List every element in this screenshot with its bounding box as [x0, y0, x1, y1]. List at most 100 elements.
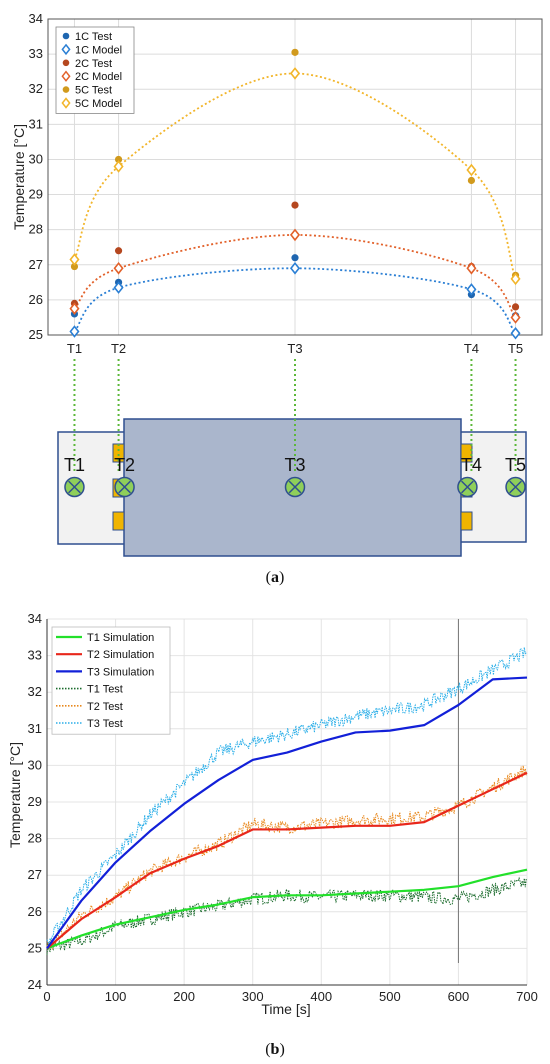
chart-a-legend-marker [62, 32, 70, 40]
chart-b: Temperature [°C] Time [s] 24 25 26 27 28 29 30… [7, 611, 538, 1017]
chart-a-legend-marker [62, 86, 70, 93]
chart-b-xtick-label: 100 [105, 989, 127, 1004]
sensor-cross [461, 480, 474, 494]
chart-a-model-point [69, 302, 80, 315]
chart-b-ytick-label: 34 [28, 611, 42, 626]
chart-b-xtick-label: 700 [516, 989, 538, 1004]
chart-b-sim-line [46, 676, 528, 950]
chart-b-legend-label: T3 Test [87, 718, 123, 730]
chart-b-xtick-label: 0 [43, 989, 50, 1004]
chart-b-ytick-label: 27 [28, 867, 42, 882]
chart-b-xtick-label: 300 [242, 989, 264, 1004]
caption-a: (a) [266, 569, 285, 586]
chart-b-test-trace [46, 647, 527, 945]
chart-a-model-point [113, 160, 124, 173]
chart-a-xtick-label: T1 [67, 341, 82, 356]
chart-a-test-point [70, 262, 79, 271]
chart-b-legend-label: T2 Test [87, 701, 123, 713]
chart-a-legend-marker [61, 97, 71, 109]
chart-a-model-curve [73, 267, 517, 334]
sensor-label: T4 [461, 455, 482, 475]
sensor-label: T3 [284, 455, 305, 475]
terminal-pad [112, 511, 125, 531]
chart-a-ytick-label: 29 [29, 187, 43, 202]
chart-b-ytick-label: 28 [28, 831, 42, 846]
chart-b-ylabel: Temperature [°C] [7, 742, 23, 848]
chart-a-test-point [114, 155, 123, 164]
caption-b: (b) [265, 1041, 285, 1058]
chart-a-xtick-label: T3 [287, 341, 302, 356]
chart-a-xtick-label: T5 [508, 341, 523, 356]
chart-a-model-point [69, 325, 80, 338]
chart-b-legend-box [51, 626, 171, 735]
chart-b-sim-line [46, 771, 528, 950]
chart-b-xtick-label: 400 [310, 989, 332, 1004]
chart-b-xtick-label: 600 [448, 989, 470, 1004]
cell-diagram: T1 T2 T3 T4 T5 (a) [57, 359, 527, 586]
chart-a-legend-label: 5C Model [75, 98, 122, 110]
chart-b-test-trace [46, 876, 527, 955]
chart-a-legend-marker [62, 59, 70, 67]
chart-b-ytick-label: 33 [28, 648, 42, 663]
sensor-group: T1 T2 T3 T4 T5 [64, 359, 526, 498]
chart-b-xtick-label: 500 [379, 989, 401, 1004]
sensor-label: T1 [64, 455, 85, 475]
chart-b-ytick-label: 24 [28, 977, 42, 992]
chart-a-model-point [466, 262, 477, 275]
chart-b-ytick-label: 26 [28, 904, 42, 919]
chart-a-legend-label: 1C Test [75, 31, 112, 43]
chart-b-xlabel: Time [s] [261, 1001, 310, 1017]
chart-a-model-point [113, 262, 124, 275]
chart-a-ytick-label: 26 [29, 292, 43, 307]
chart-b-ytick-label: 25 [28, 940, 42, 955]
chart-a-ytick-label: 31 [29, 116, 43, 131]
chart-b-sim-line [46, 868, 528, 950]
chart-a-test-point [291, 201, 299, 209]
chart-a-legend-label: 2C Model [75, 71, 122, 83]
chart-a-model-point [289, 262, 301, 275]
chart-a-legend-marker [61, 43, 71, 56]
chart-b-ytick-label: 32 [28, 684, 42, 699]
sensor-cross [118, 480, 131, 494]
chart-a-legend-label: 5C Test [75, 85, 112, 97]
chart-a-ytick-label: 32 [29, 81, 43, 96]
chart-a-ytick-label: 28 [29, 222, 43, 237]
chart-a-model-point [510, 326, 521, 340]
chart-b-legend-label: T3 Simulation [87, 666, 154, 678]
chart-a-ytick-label: 25 [29, 327, 43, 342]
chart-a-ytick-label: 27 [29, 257, 43, 272]
chart-b-ytick-label: 29 [28, 794, 42, 809]
chart-a-test-point [114, 247, 123, 255]
sensor-label: T5 [505, 455, 526, 475]
chart-a-model-point [113, 281, 124, 294]
chart-a-test-point [511, 303, 520, 311]
chart-b-legend: T1 Simulation T2 Simulation T3 Simulation T… [51, 626, 171, 735]
chart-b-xtick-label: 200 [173, 989, 195, 1004]
chart-a-xtick-label: T4 [464, 341, 479, 356]
chart-a-model-point [289, 228, 301, 242]
chart-a-model-point [510, 311, 521, 324]
sensor-cross [509, 480, 522, 494]
chart-a: Temperature [°C] 25 26 27 28 29 30 31 32 33 34 T1 T… [11, 11, 543, 356]
chart-a-test-point [291, 48, 299, 56]
chart-a-legend-label: 2C Test [75, 58, 112, 70]
chart-a-frame [47, 18, 543, 336]
chart-a-model-point [69, 253, 80, 266]
chart-b-ytick-label: 30 [28, 757, 42, 772]
chart-a-model-point [510, 272, 521, 286]
chart-a-ylabel: Temperature [°C] [11, 124, 27, 230]
chart-b-legend-label: T2 Simulation [87, 649, 154, 661]
chart-a-test-point [467, 176, 476, 185]
chart-a-model-point [466, 163, 477, 177]
chart-a-ytick-label: 34 [29, 11, 43, 26]
sensor-cross [68, 480, 81, 494]
terminal-pad [460, 443, 473, 463]
chart-b-ytick-label: 31 [28, 721, 42, 736]
chart-a-ytick-label: 33 [29, 46, 43, 61]
chart-a-model-point [466, 283, 477, 296]
chart-b-legend-label: T1 Test [87, 684, 123, 696]
sensor-cross [288, 480, 302, 494]
chart-a-legend-marker [61, 70, 71, 82]
